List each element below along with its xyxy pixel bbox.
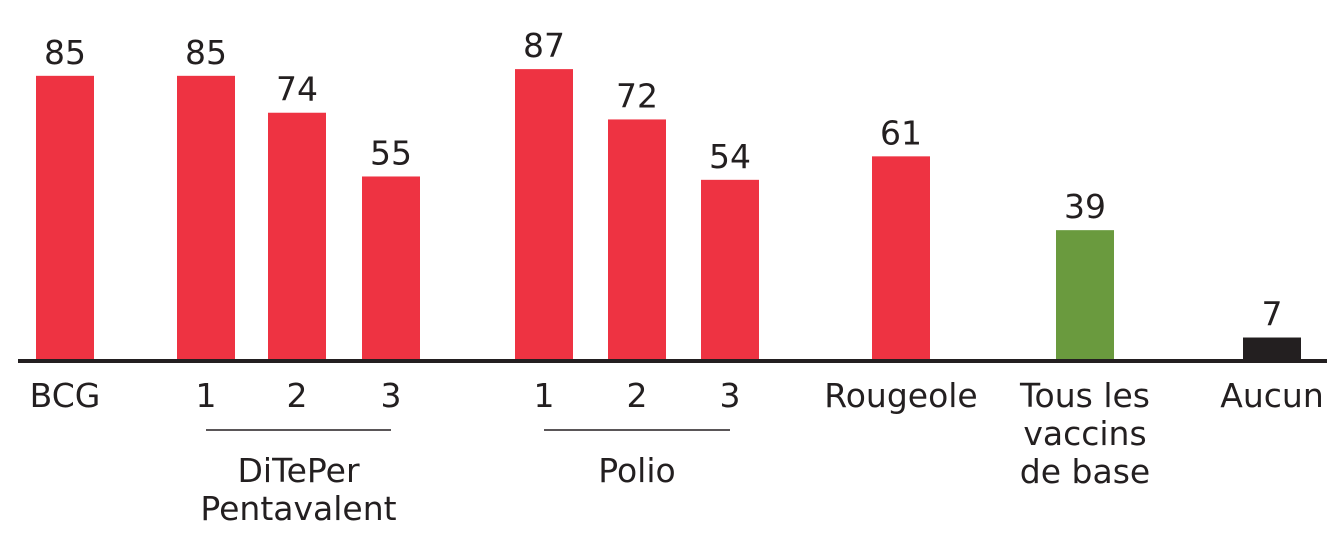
category-label: Rougeole <box>824 376 977 415</box>
category-label: 1 <box>534 376 555 415</box>
value-label: 87 <box>523 26 565 65</box>
category-label: 1 <box>196 376 217 415</box>
bar <box>608 119 666 361</box>
category-label: Tous les vaccins de base <box>1019 376 1150 491</box>
category-label: 3 <box>720 376 741 415</box>
group-label: Polio <box>598 451 675 490</box>
category-label: 3 <box>381 376 402 415</box>
bar <box>362 176 420 361</box>
bar <box>701 179 759 361</box>
bar <box>177 75 235 361</box>
value-label: 61 <box>880 113 922 152</box>
category-label: 2 <box>287 376 308 415</box>
value-label: 85 <box>185 33 227 72</box>
bar <box>515 69 573 362</box>
category-label: BCG <box>30 376 101 415</box>
value-label: 74 <box>276 70 318 109</box>
bar <box>268 112 326 361</box>
value-label: 39 <box>1064 187 1106 226</box>
value-label: 54 <box>709 137 751 176</box>
group-label: DiTePer Pentavalent <box>200 451 396 528</box>
value-label: 72 <box>616 76 658 115</box>
category-label: 2 <box>627 376 648 415</box>
bar <box>1243 337 1301 361</box>
bar <box>872 156 930 361</box>
value-label: 85 <box>44 33 86 72</box>
bar <box>1056 230 1114 361</box>
category-label: Aucun <box>1220 376 1323 415</box>
value-label: 55 <box>370 133 412 172</box>
bar <box>36 75 94 361</box>
value-label: 7 <box>1262 295 1283 334</box>
